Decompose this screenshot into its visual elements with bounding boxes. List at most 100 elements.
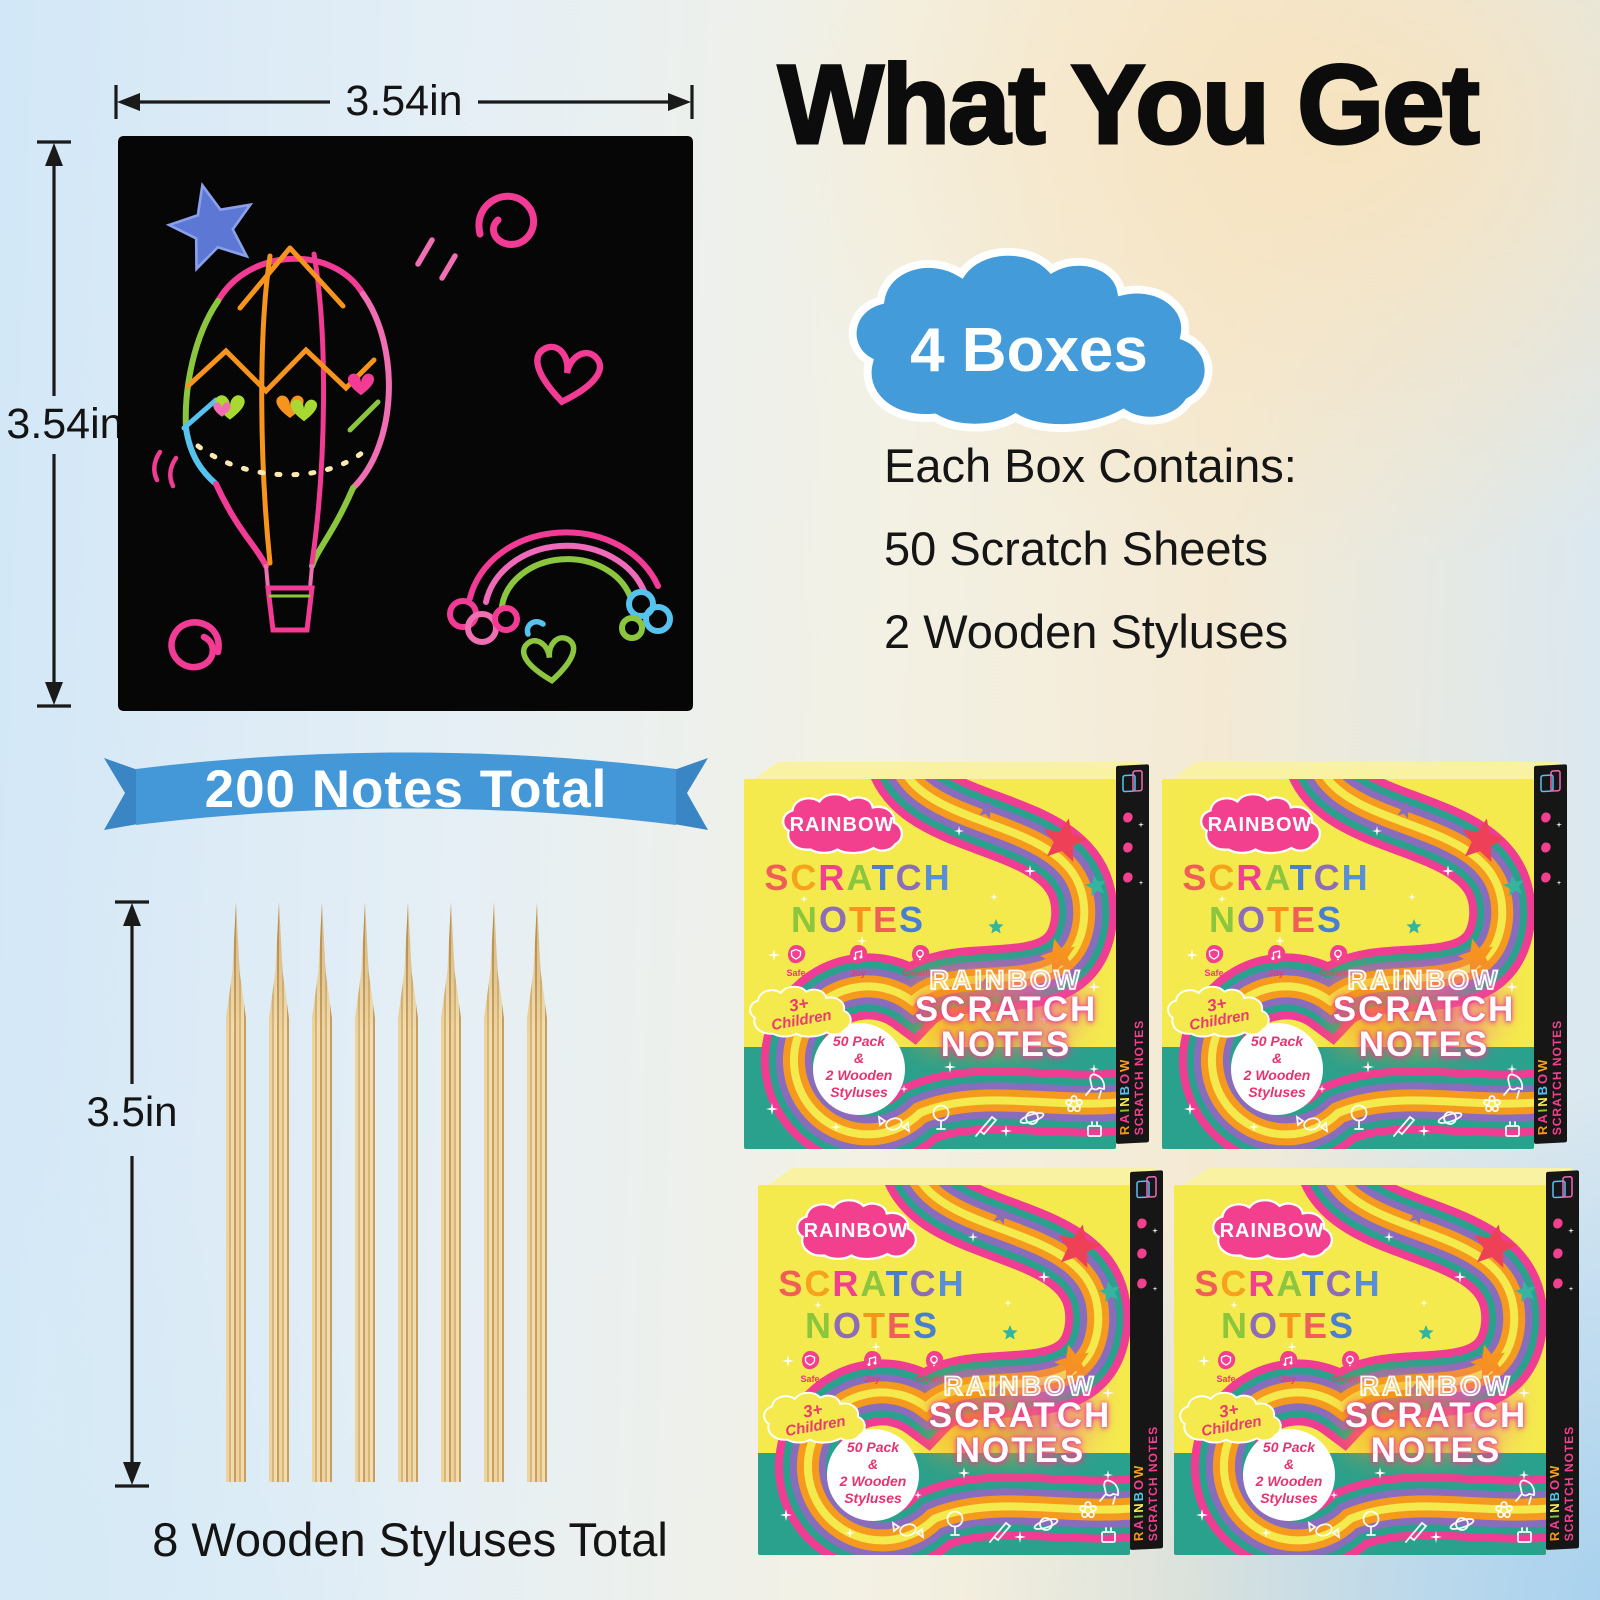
music-notes-icon	[1280, 1351, 1298, 1370]
product-box-slot-1: RAINBOW SCRATCH NOTES	[742, 762, 1152, 1160]
rainbow-glow	[1330, 969, 1508, 1057]
product-box-slot-4: RAINBOW SCRATCH NOTES	[1172, 1168, 1582, 1566]
stylus-length-label: 3.5in	[86, 1088, 178, 1135]
spine-title-scratch-notes: SCRATCH NOTES	[1550, 1018, 1564, 1136]
wooden-stylus	[527, 902, 547, 1482]
contents-item-styluses: 2 Wooden Styluses	[884, 605, 1289, 658]
page-title: What You Get	[777, 41, 1482, 169]
spine-title-rainbow: RAINBOW	[1117, 1057, 1132, 1136]
wooden-stylus	[441, 902, 461, 1482]
stylus-length-dimension-arrow	[115, 900, 149, 1488]
scratch-note-drawing	[118, 136, 693, 711]
spine-title-rainbow: RAINBOW	[1131, 1463, 1146, 1542]
music-notes-icon	[1268, 945, 1286, 964]
pack-contents-badge: 50 Pack & 2 Wooden Styluses	[1255, 1439, 1323, 1507]
box-artwork	[744, 779, 1116, 1149]
doodle-icons	[891, 1479, 1120, 1543]
note-width-label: 3.54in	[345, 77, 463, 125]
box-top-face	[1172, 762, 1564, 779]
music-notes-icon	[864, 1351, 882, 1370]
note-height-dimension-arrow	[37, 140, 71, 708]
main-title-scratch: SCRATCH	[928, 1396, 1112, 1436]
ribbon-shape	[104, 752, 708, 830]
brand-name: RAINBOW	[803, 1219, 909, 1242]
box-spine: RAINBOW SCRATCH NOTES	[1116, 764, 1149, 1144]
main-title-rainbow: RAINBOW	[943, 1371, 1097, 1401]
main-title: RAINBOW SCRATCH NOTES	[914, 1371, 1126, 1470]
brand-name: RAINBOW	[1219, 1219, 1325, 1242]
shield-icon	[1218, 1351, 1236, 1370]
product-box: RAINBOW SCRATCH NOTES	[742, 762, 1152, 1160]
brand-cloud: RAINBOW	[1202, 1197, 1342, 1263]
stylus-row	[226, 902, 547, 1482]
brand-name: RAINBOW	[1207, 813, 1313, 836]
box-title-scratch: SCRATCH	[764, 857, 952, 898]
brand-cloud: RAINBOW	[772, 791, 912, 857]
product-box: RAINBOW SCRATCH NOTES	[1172, 1168, 1582, 1566]
main-title-notes: NOTES	[940, 1024, 1072, 1064]
main-title-rainbow: RAINBOW	[929, 965, 1083, 995]
stylus-caption: 8 Wooden Styluses Total	[152, 1513, 668, 1566]
rainbow-glow	[912, 969, 1090, 1057]
box-title-scratch: SCRATCH	[1194, 1263, 1382, 1304]
box-title-scratch: SCRATCH	[778, 1263, 966, 1304]
pack-contents-badge: 50 Pack & 2 Wooden Styluses	[1243, 1033, 1311, 1101]
box-title-notes: NOTES	[1208, 899, 1344, 940]
box-front: RAINBOW SCRATCH NOTES Safe	[1174, 1185, 1546, 1555]
spine-title-scratch-notes: SCRATCH NOTES	[1132, 1018, 1146, 1136]
box-contents-list: Each Box Contains: 50 Scratch Sheets 2 W…	[884, 438, 1297, 659]
spine-icons	[1122, 769, 1144, 886]
product-box-slot-3: RAINBOW SCRATCH NOTES	[756, 1168, 1166, 1566]
box-count-label: 4 Boxes	[910, 315, 1148, 385]
main-title: RAINBOW SCRATCH NOTES	[900, 965, 1112, 1064]
feature-joy: Joy	[830, 943, 886, 978]
wooden-stylus	[226, 902, 246, 1482]
main-title-notes: NOTES	[954, 1430, 1086, 1470]
brand-cloud: RAINBOW	[1190, 791, 1330, 857]
lightbulb-icon	[912, 945, 930, 964]
spine-icons	[1136, 1175, 1158, 1292]
main-title-notes: NOTES	[1370, 1430, 1502, 1470]
feature-joy: Joy	[844, 1349, 900, 1384]
feature-safe: Safe	[782, 1349, 838, 1384]
box-title-scratch: SCRATCH	[1182, 857, 1370, 898]
rainbow-glow	[1342, 1375, 1520, 1463]
wooden-stylus	[312, 902, 332, 1482]
spine-icons	[1552, 1175, 1574, 1292]
feature-safe: Safe	[1186, 943, 1242, 978]
brand-name: RAINBOW	[789, 813, 895, 836]
spine-title-scratch-notes: SCRATCH NOTES	[1146, 1424, 1160, 1542]
main-title-rainbow: RAINBOW	[1359, 1371, 1513, 1401]
contents-item-sheets: 50 Scratch Sheets	[884, 522, 1269, 575]
box-top-face	[754, 762, 1146, 779]
wooden-stylus	[269, 902, 289, 1482]
brand-cloud: RAINBOW	[786, 1197, 926, 1263]
notes-total-ribbon: 200 Notes Total	[102, 740, 710, 842]
main-title-scratch: SCRATCH	[1344, 1396, 1528, 1436]
main-title-scratch: SCRATCH	[1332, 990, 1516, 1030]
main-title-rainbow: RAINBOW	[1347, 965, 1501, 995]
box-spine: RAINBOW SCRATCH NOTES	[1534, 764, 1567, 1144]
note-height-label: 3.54in	[6, 400, 124, 448]
doodle-icons	[1307, 1479, 1536, 1543]
note-width-dimension-arrow	[114, 85, 694, 119]
feature-safe: Safe	[1198, 1349, 1254, 1384]
rainbow-glow	[926, 1375, 1104, 1463]
spine-title-rainbow: RAINBOW	[1535, 1057, 1550, 1136]
wooden-stylus	[355, 902, 375, 1482]
box-count-cloud: 4 Boxes	[820, 242, 1238, 440]
lightbulb-icon	[926, 1351, 944, 1370]
contents-intro: Each Box Contains:	[884, 439, 1297, 492]
scratch-note-sample	[118, 136, 693, 711]
box-title-notes: NOTES	[790, 899, 926, 940]
feature-safe: Safe	[768, 943, 824, 978]
lightbulb-icon	[1330, 945, 1348, 964]
product-box: RAINBOW SCRATCH NOTES	[1160, 762, 1570, 1160]
shield-icon	[1206, 945, 1224, 964]
pack-contents-badge: 50 Pack & 2 Wooden Styluses	[825, 1033, 893, 1101]
box-spine: RAINBOW SCRATCH NOTES	[1130, 1170, 1163, 1550]
product-box-slot-2: RAINBOW SCRATCH NOTES	[1160, 762, 1570, 1160]
spine-icons	[1540, 769, 1562, 886]
feature-joy: Joy	[1260, 1349, 1316, 1384]
